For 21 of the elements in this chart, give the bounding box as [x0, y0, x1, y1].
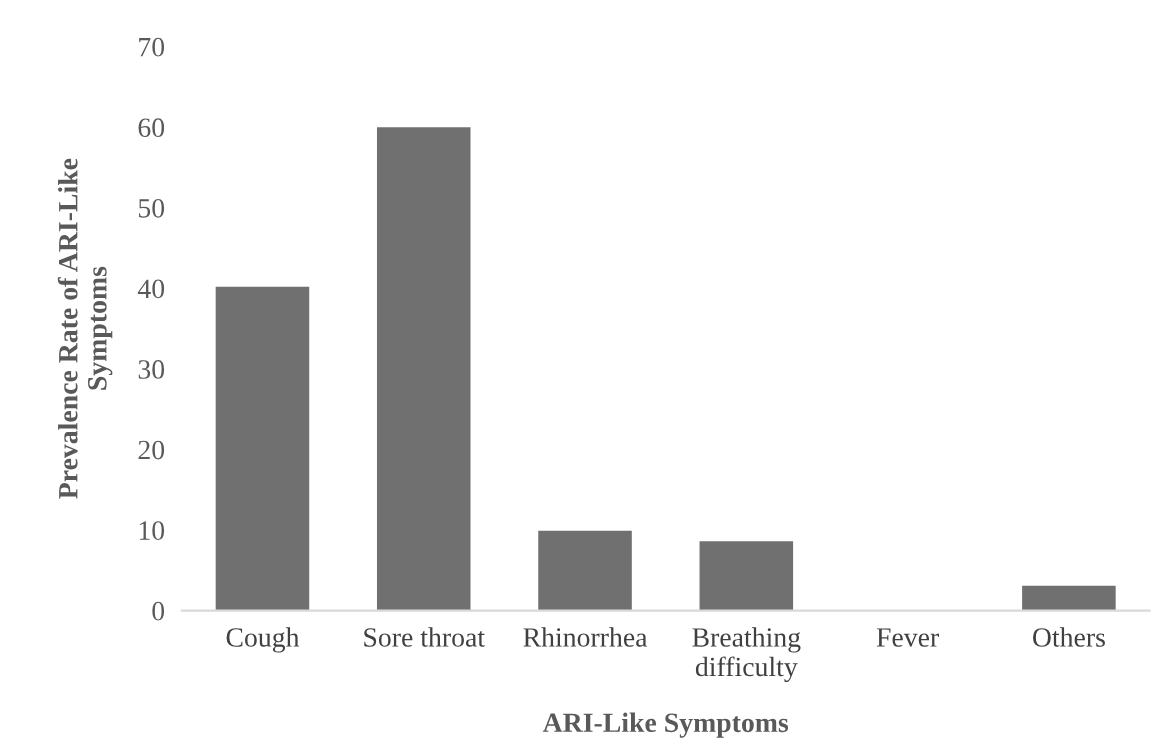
x-tick-label: Cough [226, 627, 300, 653]
x-tick-label: Breathing difficulty [692, 627, 801, 683]
x-tick-label: Sore throat [364, 627, 485, 647]
bar [699, 541, 794, 611]
bar [1022, 585, 1116, 611]
y-tick-label: 0 [152, 601, 165, 621]
x-tick-label: Others [1033, 627, 1105, 647]
y-tick-label: 70 [139, 37, 165, 57]
bar [538, 530, 632, 611]
y-tick-label: 20 [138, 440, 165, 460]
y-tick-label: 60 [138, 118, 165, 138]
y-tick-label: 50 [138, 198, 165, 218]
x-axis-title: ARI-Like Symptoms [542, 712, 789, 738]
x-tick-label: Rhinorrhea [523, 627, 648, 647]
y-tick-label: 30 [138, 360, 165, 379]
bar [215, 286, 310, 611]
y-axis-title: Prevalence Rate of ARI-Like Symptoms [57, 158, 113, 499]
y-tick-label: 10 [139, 521, 165, 540]
y-tick-label: 40 [137, 279, 165, 299]
x-tick-label: Fever [876, 628, 939, 647]
bar [376, 127, 471, 611]
